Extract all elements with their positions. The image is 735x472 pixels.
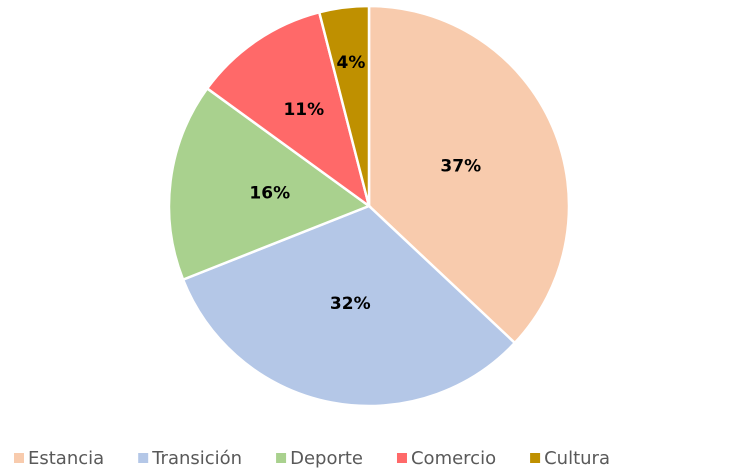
legend-marker — [276, 453, 287, 463]
pie-slice — [167, 86, 372, 282]
legend-label: Deporte — [290, 448, 363, 469]
legend-marker — [14, 453, 24, 463]
data-label: 16% — [249, 183, 290, 203]
pie-slice — [181, 204, 517, 408]
data-label: 4% — [337, 53, 366, 73]
legend-label: Comercio — [411, 448, 496, 469]
data-label: 32% — [330, 294, 371, 314]
legend-marker — [138, 453, 149, 463]
pie-slice — [205, 10, 372, 210]
legend-marker — [396, 453, 407, 463]
legend-label: Transición — [151, 448, 242, 469]
legend-label: Cultura — [544, 448, 610, 469]
legend-label: Estancia — [28, 448, 104, 469]
data-label: 11% — [283, 100, 324, 120]
pie-slice — [367, 4, 571, 345]
legend-marker — [530, 453, 541, 463]
data-label: 37% — [440, 156, 481, 176]
pie-slice — [317, 4, 371, 207]
